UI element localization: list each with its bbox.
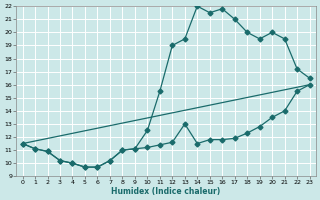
X-axis label: Humidex (Indice chaleur): Humidex (Indice chaleur) (111, 187, 221, 196)
